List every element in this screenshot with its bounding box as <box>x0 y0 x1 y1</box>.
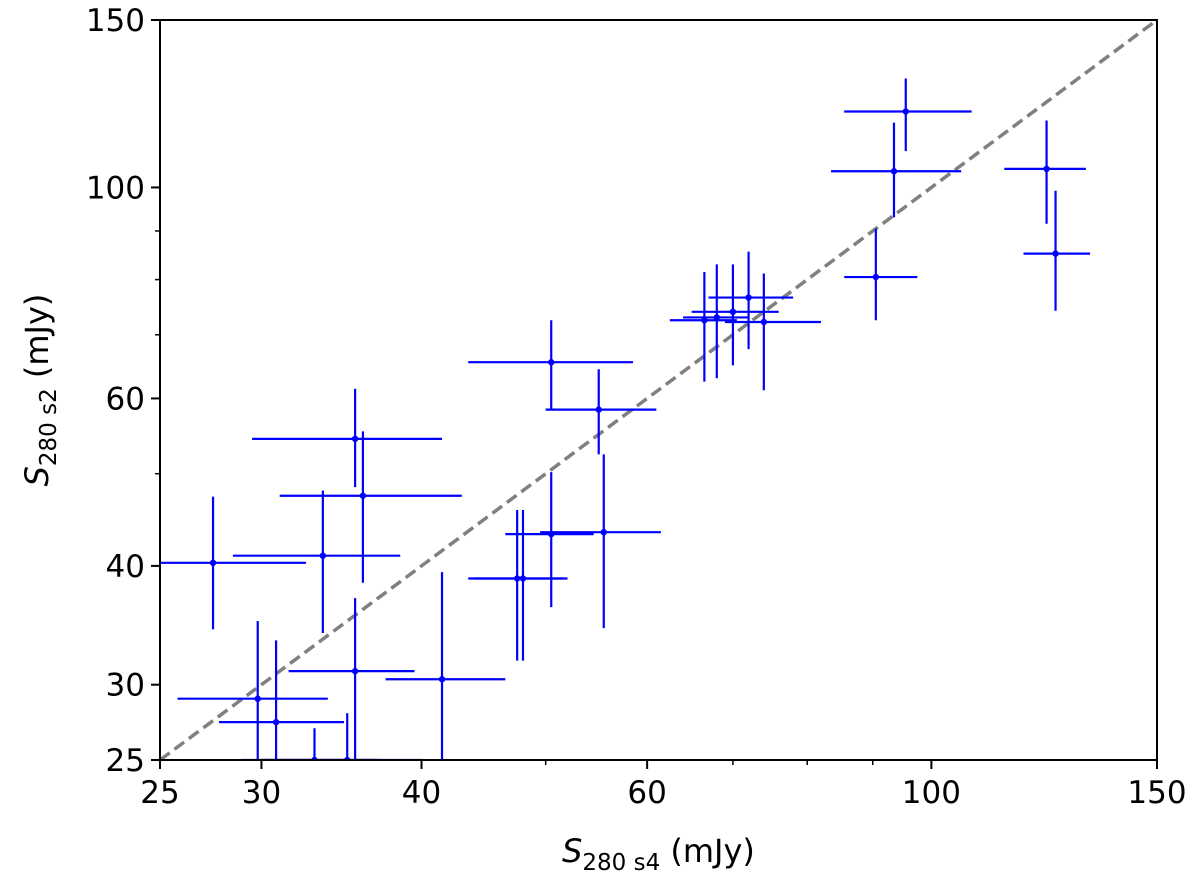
data-point-4 <box>1004 120 1086 224</box>
point-marker <box>745 294 752 301</box>
y-tick-label: 25 <box>106 743 145 779</box>
point-marker <box>872 273 880 281</box>
point-marker <box>548 530 555 538</box>
data-point-6 <box>708 251 794 350</box>
x-tick-label: 150 <box>1127 775 1186 811</box>
axis-label-unit: (mJy) <box>660 832 755 870</box>
point-marker <box>1043 165 1050 173</box>
data-point-13 <box>252 388 443 488</box>
data-point-10 <box>669 271 737 382</box>
data-point-15 <box>232 490 401 634</box>
point-marker <box>359 492 367 499</box>
y-tick-label: 150 <box>86 3 145 39</box>
data-point-12 <box>545 369 657 455</box>
y-axis-label: S280 s2 (mJy) <box>18 294 62 487</box>
point-marker <box>595 406 602 413</box>
data-point-16 <box>160 496 306 630</box>
plot-inner <box>160 20 1157 760</box>
point-marker <box>548 359 555 366</box>
point-marker <box>513 575 521 582</box>
point-marker <box>1052 250 1059 257</box>
data-point-26 <box>242 728 379 760</box>
y-tick-label: 100 <box>86 170 145 206</box>
y-tick-label: 60 <box>106 381 145 417</box>
point-marker <box>319 552 327 559</box>
point-marker <box>902 108 909 115</box>
axis-label-subscript: 280 s4 <box>582 850 660 876</box>
x-tick-label: 30 <box>242 775 281 811</box>
data-point-18 <box>505 472 594 608</box>
point-marker <box>729 308 737 316</box>
axis-label-unit: (mJy) <box>18 294 56 389</box>
data-point-2 <box>831 122 962 218</box>
point-marker <box>351 435 359 443</box>
y-tick-label: 30 <box>106 668 145 704</box>
x-tick-label: 25 <box>140 775 179 811</box>
point-marker <box>890 168 898 175</box>
data-point-20 <box>468 509 563 661</box>
data-point-5 <box>1023 190 1091 311</box>
point-marker <box>760 318 768 326</box>
y-tick-label: 40 <box>106 549 145 585</box>
x-tick-label: 100 <box>902 775 961 811</box>
point-marker <box>209 559 217 567</box>
data-point-1 <box>844 78 972 152</box>
plot-area <box>160 20 1157 760</box>
point-marker <box>713 314 720 321</box>
axis-label-symbol: S <box>562 832 582 870</box>
reference-line <box>160 20 1157 760</box>
point-marker <box>254 695 261 702</box>
x-axis-label: S280 s4 (mJy) <box>562 832 755 876</box>
data-point-24 <box>219 640 345 760</box>
data-point-17 <box>540 454 661 629</box>
data-point-25 <box>261 713 422 760</box>
data-point-21 <box>385 572 506 760</box>
point-marker <box>351 667 359 675</box>
point-marker <box>272 718 280 726</box>
x-tick-label: 40 <box>402 775 441 811</box>
data-point-8 <box>724 273 821 391</box>
axes: 25 30 40 60 100 150 25 30 40 60 100 150 <box>86 3 1187 811</box>
axis-label-subscript: 280 s2 <box>36 388 62 466</box>
data-point-11 <box>468 320 634 409</box>
point-marker <box>600 528 607 536</box>
x-tick-label: 60 <box>627 775 666 811</box>
point-marker <box>701 317 708 324</box>
axis-label-symbol: S <box>18 466 56 486</box>
plot-frame <box>159 19 1158 761</box>
data-point-3 <box>844 228 918 321</box>
data-point-23 <box>177 621 328 760</box>
data-point-22 <box>288 598 415 760</box>
data-point-14 <box>279 431 462 583</box>
point-marker <box>438 676 446 683</box>
